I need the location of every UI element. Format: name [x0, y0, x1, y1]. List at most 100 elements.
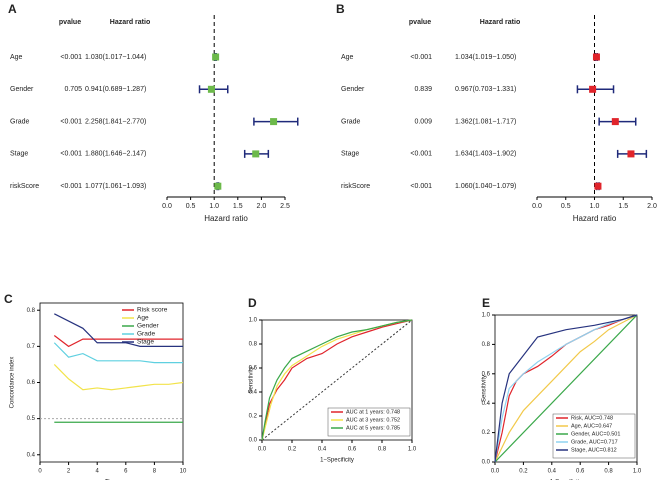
row-label: Age: [341, 54, 354, 61]
p-value: 0.839: [414, 86, 432, 93]
x-tick-label: 0.0: [258, 447, 267, 453]
x-tick-label: 0.0: [491, 469, 500, 475]
plot-frame: [261, 319, 413, 441]
x-tick-label: 1.5: [618, 203, 628, 210]
legend-label: Grade, AUC=0.717: [571, 439, 618, 445]
hazard-ratio-label: 1.077(1.061−1.093): [85, 183, 146, 190]
legend-label: Risk score: [137, 307, 168, 314]
x-tick-label: 0.6: [348, 447, 357, 453]
series-line: [261, 319, 413, 441]
hazard-ratio-label: 1.880(1.646−2.147): [85, 151, 146, 158]
hazard-ratio-label: 1.362(1.081−1.717): [455, 118, 516, 125]
plot-frame: [39, 302, 184, 463]
y-tick-label: 0.6: [27, 380, 36, 386]
x-tick-label: 1.0: [209, 203, 219, 210]
x-tick-label: 0.4: [548, 469, 557, 475]
x-axis-label: Hazard ratio: [573, 214, 617, 223]
p-value: <0.001: [60, 183, 82, 190]
y-tick-label: 0.6: [249, 366, 258, 372]
column-header: Hazard ratio: [480, 19, 520, 26]
x-tick-label: 8: [153, 469, 157, 475]
row-label: Grade: [10, 118, 30, 125]
legend-label: AUC at 1 years: 0.748: [346, 409, 400, 415]
x-tick-label: 10: [180, 469, 187, 475]
y-tick-label: 1.0: [482, 313, 491, 319]
p-value: <0.001: [60, 151, 82, 158]
legend-label: Age, AUC=0.647: [571, 423, 612, 429]
legend-label: AUC at 3 years: 0.752: [346, 417, 400, 423]
panel-label: E: [482, 296, 490, 310]
series-line: [261, 319, 413, 441]
y-tick-label: 0.8: [482, 342, 491, 348]
legend-label: Grade: [137, 331, 155, 338]
x-tick-label: 0.2: [519, 469, 528, 475]
y-tick-label: 0.2: [249, 414, 258, 420]
hazard-ratio-label: 2.258(1.841−2.770): [85, 118, 146, 125]
panel-label: C: [4, 292, 13, 306]
x-axis-label: 1−Specificity: [320, 458, 354, 464]
x-tick-label: 2.0: [647, 203, 657, 210]
legend-label: Age: [137, 315, 149, 322]
column-header: Hazard ratio: [110, 19, 150, 26]
plot-frame: [494, 314, 638, 463]
panel-label: B: [336, 2, 345, 16]
x-tick-label: 0.5: [186, 203, 196, 210]
row-label: riskScore: [341, 183, 370, 190]
hazard-ratio-box: [212, 53, 220, 61]
x-tick-label: 0.4: [318, 447, 327, 453]
p-value: <0.001: [60, 54, 82, 61]
y-tick-label: 0.5: [27, 416, 36, 422]
legend-label: Risk, AUC=0.748: [571, 415, 613, 421]
series-line: [494, 314, 638, 463]
y-tick-label: 0.8: [249, 342, 258, 348]
x-tick-label: 0.8: [378, 447, 387, 453]
series-line: [494, 314, 638, 463]
y-tick-label: 0.6: [482, 371, 491, 377]
hazard-ratio-box: [207, 85, 215, 93]
hazard-ratio-box: [592, 53, 600, 61]
row-label: riskScore: [10, 183, 39, 190]
hazard-ratio-box: [589, 85, 597, 93]
x-tick-label: 2: [67, 469, 71, 475]
diagonal: [261, 319, 413, 441]
y-tick-label: 0.8: [27, 308, 36, 314]
x-tick-label: 1.0: [590, 203, 600, 210]
p-value: <0.001: [410, 183, 432, 190]
legend-label: Stage, AUC=0.812: [571, 447, 617, 453]
series-line: [54, 313, 183, 347]
row-label: Gender: [10, 86, 34, 93]
series-line: [53, 364, 184, 391]
y-tick-label: 0.0: [249, 438, 258, 444]
p-value: 0.705: [64, 86, 82, 93]
p-value: 0.009: [414, 118, 432, 125]
hazard-ratio-box: [270, 118, 278, 126]
series-line: [53, 342, 183, 364]
y-axis-label: Sensitivity: [482, 375, 488, 402]
hazard-ratio-label: 0.941(0.689−1.287): [85, 86, 146, 93]
legend-label: Gender, AUC=0.501: [571, 431, 620, 437]
hazard-ratio-box: [627, 150, 635, 158]
hazard-ratio-label: 1.060(1.040−1.079): [455, 183, 516, 190]
row-label: Gender: [341, 86, 365, 93]
y-tick-label: 0.4: [482, 401, 491, 407]
x-axis-label: Hazard ratio: [204, 214, 248, 223]
x-tick-label: 0.6: [576, 469, 585, 475]
hazard-ratio-box: [214, 182, 222, 190]
column-header: pvalue: [59, 19, 81, 26]
row-label: Age: [10, 54, 23, 61]
y-tick-label: 1.0: [249, 318, 258, 324]
column-header: pvalue: [409, 19, 431, 26]
x-tick-label: 6: [124, 469, 128, 475]
x-tick-label: 0.0: [162, 203, 172, 210]
y-tick-label: 0.7: [27, 344, 36, 350]
y-axis-label: Sensitivity: [249, 366, 255, 393]
p-value: <0.001: [410, 151, 432, 158]
x-tick-label: 0.8: [604, 469, 613, 475]
y-tick-label: 0.0: [482, 460, 491, 466]
panel-label: A: [8, 2, 17, 16]
x-tick-label: 1.5: [233, 203, 243, 210]
p-value: <0.001: [60, 118, 82, 125]
hazard-ratio-label: 0.967(0.703−1.331): [455, 86, 516, 93]
y-tick-label: 0.2: [482, 430, 491, 436]
